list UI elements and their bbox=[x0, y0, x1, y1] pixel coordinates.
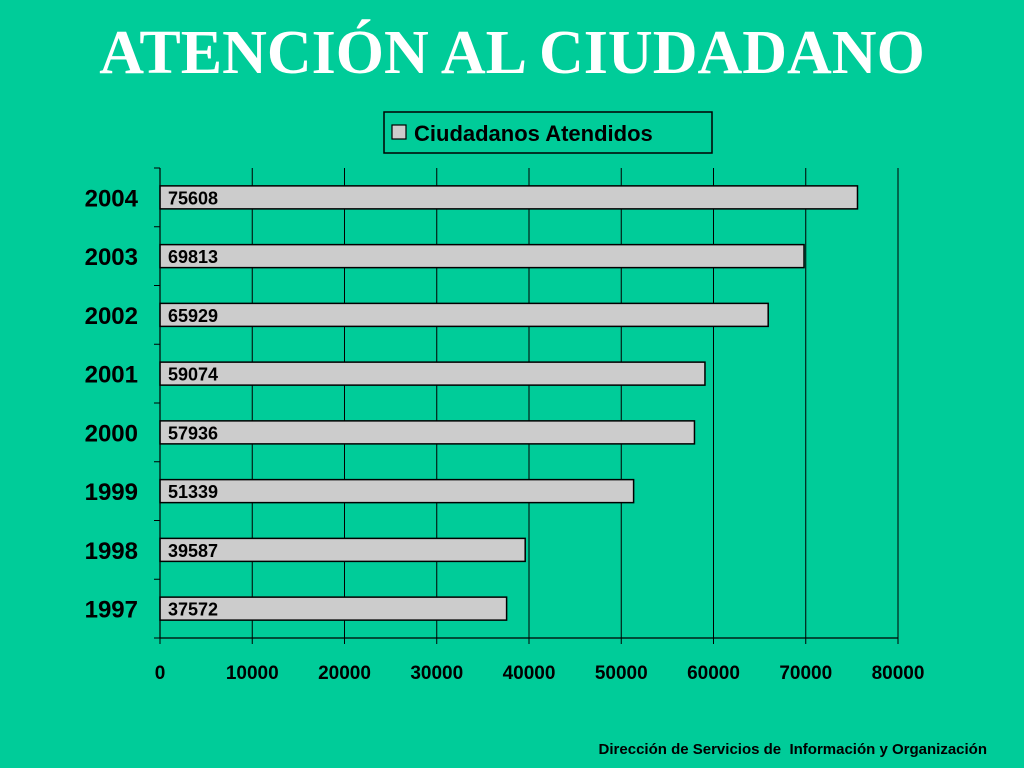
x-tick-label: 20000 bbox=[318, 663, 371, 684]
slide-title: ATENCIÓN AL CIUDADANO bbox=[99, 19, 925, 87]
chart-grid bbox=[159, 168, 899, 638]
bar-value-label: 51339 bbox=[168, 482, 218, 502]
bar-value-label: 39587 bbox=[168, 541, 218, 561]
footer-credit: Dirección de Servicios de Información y … bbox=[598, 741, 987, 758]
y-category-label: 1998 bbox=[85, 538, 138, 565]
bar-value-label: 57936 bbox=[168, 423, 218, 443]
bar bbox=[159, 302, 769, 328]
x-tick-label: 80000 bbox=[872, 663, 925, 684]
x-tick-label: 30000 bbox=[410, 663, 463, 684]
chart-legend: Ciudadanos Atendidos bbox=[383, 111, 713, 154]
x-tick-label: 0 bbox=[155, 663, 166, 684]
bar-value-label: 69813 bbox=[168, 247, 218, 267]
legend-label: Ciudadanos Atendidos bbox=[414, 121, 653, 146]
x-tick-label: 60000 bbox=[687, 663, 740, 684]
y-category-label: 1997 bbox=[85, 597, 138, 624]
x-tick-label: 40000 bbox=[503, 663, 556, 684]
bar bbox=[159, 243, 805, 269]
x-tick-label: 50000 bbox=[595, 663, 648, 684]
y-category-label: 2003 bbox=[85, 244, 138, 271]
bar bbox=[159, 478, 635, 504]
bar-value-label: 75608 bbox=[168, 188, 218, 208]
bar bbox=[159, 185, 859, 210]
x-tick-label: 70000 bbox=[779, 663, 832, 684]
bar-value-label: 65929 bbox=[168, 306, 218, 326]
y-category-label: 2001 bbox=[85, 362, 138, 389]
y-category-label: 2000 bbox=[85, 420, 138, 447]
chart-axes: 0 10000 20000 30000 40000 50000 60000 70000 8000… bbox=[85, 167, 925, 684]
y-category-label: 2004 bbox=[85, 185, 139, 212]
x-tick-label: 10000 bbox=[226, 663, 279, 684]
y-category-label: 1999 bbox=[85, 479, 138, 506]
legend-box bbox=[383, 111, 713, 154]
bar bbox=[159, 420, 696, 445]
bar-value-label: 37572 bbox=[168, 600, 218, 620]
bar-value-label: 59074 bbox=[168, 365, 218, 385]
bar bbox=[159, 361, 706, 386]
chart-bars: 75608 69813 65929 59074 57936 51339 39587 37572 bbox=[159, 185, 859, 621]
legend-swatch bbox=[391, 124, 407, 140]
y-category-label: 2002 bbox=[85, 303, 138, 330]
